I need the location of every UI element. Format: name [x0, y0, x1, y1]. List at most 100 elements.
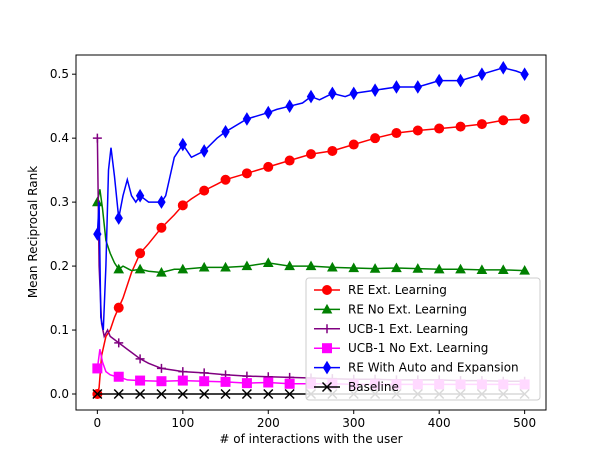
data-point: [199, 368, 209, 378]
data-point: [156, 266, 167, 277]
x-tick-label: 400: [428, 416, 451, 430]
y-tick-label: 0.2: [50, 259, 69, 273]
data-point: [135, 188, 145, 203]
series-line: [96, 189, 525, 274]
data-point: [199, 185, 210, 196]
data-point: [413, 80, 423, 94]
legend-marker: [322, 360, 332, 375]
data-point: [241, 378, 252, 389]
legend-item: Baseline: [314, 380, 399, 394]
y-tick-label: 0.1: [50, 323, 69, 337]
data-point: [264, 105, 273, 120]
data-point: [114, 338, 124, 348]
legend-label: Baseline: [348, 380, 399, 394]
data-point: [263, 377, 274, 388]
data-point: [135, 354, 145, 364]
data-point: [199, 388, 210, 400]
data-point: [434, 73, 444, 88]
data-point: [285, 99, 294, 113]
data-point: [156, 376, 167, 387]
data-point: [284, 388, 295, 400]
x-axis-ticks: 0 100 200 300 400 500: [94, 410, 536, 430]
data-point: [456, 73, 465, 88]
legend-marker: [321, 381, 333, 393]
data-point: [220, 388, 231, 400]
x-tick-label: 300: [342, 416, 365, 430]
data-point: [370, 133, 381, 144]
data-point: [263, 161, 274, 172]
data-point: [348, 139, 359, 150]
x-tick-label: 200: [257, 416, 280, 430]
data-point: [93, 227, 102, 241]
data-point: [392, 80, 401, 94]
data-point: [306, 89, 316, 104]
data-point: [177, 200, 188, 211]
legend-box: [305, 277, 541, 401]
y-axis-label: Mean Reciprocal Rank: [26, 166, 40, 298]
data-point: [305, 260, 317, 271]
data-point: [114, 211, 123, 225]
legend-label: RE With Auto and Expansion: [348, 361, 519, 375]
data-point: [519, 113, 530, 124]
data-point: [412, 125, 423, 136]
data-point: [306, 149, 316, 160]
x-tick-label: 0: [94, 416, 102, 430]
y-tick-label: 0.3: [50, 195, 69, 209]
data-point: [134, 263, 146, 274]
data-point: [284, 378, 295, 389]
data-point: [476, 119, 487, 130]
data-point: [242, 112, 252, 126]
legend-label: RE No Ext. Learning: [348, 302, 467, 316]
legend-marker: [321, 303, 333, 314]
data-point: [177, 263, 189, 274]
data-point: [519, 265, 530, 275]
data-point: [92, 133, 102, 143]
data-point: [113, 388, 124, 400]
data-point: [284, 260, 295, 271]
data-point: [220, 376, 231, 387]
data-point: [455, 263, 466, 274]
data-point: [328, 86, 337, 101]
data-point: [241, 168, 252, 179]
data-point: [135, 248, 146, 259]
data-point: [92, 363, 103, 374]
data-point: [497, 264, 509, 275]
plot-frame: [75, 54, 547, 411]
legend-item: UCB-1 Ext. Learning: [314, 322, 468, 336]
y-tick-label: 0.4: [50, 131, 69, 145]
data-point: [412, 263, 424, 273]
data-point: [434, 123, 445, 134]
x-tick-label: 100: [171, 416, 194, 430]
data-point: [284, 155, 295, 166]
legend-label: RE Ext. Learning: [348, 283, 447, 297]
data-point: [327, 145, 338, 156]
data-point: [220, 174, 231, 185]
data-point: [477, 67, 487, 81]
legend-marker: [322, 285, 332, 295]
data-point: [113, 263, 125, 274]
x-tick-label: 500: [513, 416, 536, 430]
data-point: [349, 86, 358, 101]
legend-marker: [322, 343, 332, 354]
series-4: [93, 60, 529, 331]
data-point: [220, 261, 231, 272]
data-point: [498, 115, 509, 126]
data-point: [178, 137, 188, 152]
data-point: [455, 121, 466, 132]
data-point: [178, 367, 188, 377]
data-point: [177, 388, 188, 400]
data-point: [327, 261, 338, 272]
data-point: [262, 257, 274, 267]
data-point: [113, 371, 124, 382]
series-1: [92, 189, 530, 277]
legend-item: RE With Auto and Expansion: [314, 361, 519, 375]
legend-marker: [322, 324, 332, 334]
data-point: [520, 67, 529, 81]
data-point: [199, 376, 210, 387]
y-tick-label: 0.0: [50, 387, 69, 401]
data-point: [369, 263, 381, 273]
legend-item: UCB-1 No Ext. Learning: [314, 341, 488, 355]
legend-label: UCB-1 Ext. Learning: [348, 322, 468, 336]
data-point: [156, 388, 167, 400]
